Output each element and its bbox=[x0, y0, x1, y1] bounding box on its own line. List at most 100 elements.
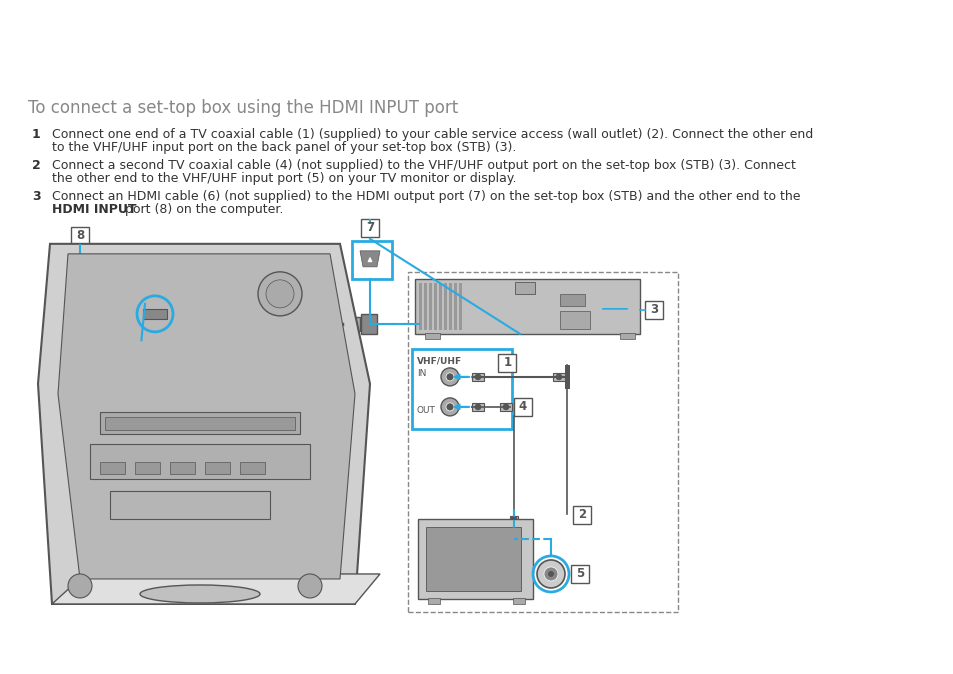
Bar bbox=[434, 283, 436, 330]
Polygon shape bbox=[52, 574, 379, 604]
Text: 8: 8 bbox=[76, 229, 84, 243]
Text: OUT: OUT bbox=[416, 406, 436, 415]
Text: 2: 2 bbox=[32, 159, 41, 172]
Bar bbox=[90, 444, 310, 479]
Bar bbox=[100, 462, 125, 474]
Circle shape bbox=[556, 374, 561, 380]
Bar bbox=[619, 333, 635, 339]
Bar bbox=[428, 598, 439, 604]
Text: 5: 5 bbox=[576, 568, 583, 580]
Bar bbox=[426, 527, 520, 591]
Bar bbox=[105, 417, 294, 430]
Bar bbox=[170, 462, 194, 474]
Polygon shape bbox=[359, 251, 379, 267]
Circle shape bbox=[446, 373, 454, 381]
Bar bbox=[564, 365, 569, 389]
Bar bbox=[352, 241, 392, 279]
Text: 3: 3 bbox=[649, 303, 658, 316]
Bar bbox=[415, 279, 639, 334]
Text: port (8) on the computer.: port (8) on the computer. bbox=[121, 203, 283, 216]
Ellipse shape bbox=[140, 585, 260, 603]
Bar bbox=[559, 311, 589, 329]
Text: Connect one end of a TV coaxial cable (1) (supplied) to your cable service acces: Connect one end of a TV coaxial cable (1… bbox=[52, 128, 812, 141]
Polygon shape bbox=[58, 254, 355, 579]
Text: VAIO: VAIO bbox=[18, 18, 115, 52]
Bar bbox=[510, 516, 517, 522]
Text: 1: 1 bbox=[503, 357, 511, 369]
Bar bbox=[443, 283, 447, 330]
Bar bbox=[499, 403, 512, 411]
Circle shape bbox=[543, 567, 558, 581]
Circle shape bbox=[53, 252, 157, 356]
Polygon shape bbox=[38, 244, 370, 604]
Bar bbox=[438, 283, 441, 330]
Bar bbox=[515, 282, 535, 294]
Text: 1: 1 bbox=[32, 128, 41, 141]
Circle shape bbox=[297, 574, 322, 598]
Text: 3: 3 bbox=[32, 190, 41, 203]
Circle shape bbox=[511, 516, 517, 522]
Circle shape bbox=[440, 398, 458, 416]
Bar bbox=[100, 412, 299, 434]
Circle shape bbox=[257, 272, 302, 316]
Text: INPUT: INPUT bbox=[91, 317, 118, 326]
Bar bbox=[135, 462, 160, 474]
Text: ►: ► bbox=[834, 12, 843, 26]
Text: To connect a set-top box using the HDMI INPUT port: To connect a set-top box using the HDMI … bbox=[28, 99, 457, 117]
Bar bbox=[360, 314, 376, 334]
Bar bbox=[412, 349, 512, 429]
Text: 4: 4 bbox=[518, 400, 527, 413]
Bar bbox=[143, 309, 167, 319]
Text: Connect an HDMI cable (6) (not supplied) to the HDMI output port (7) on the set-: Connect an HDMI cable (6) (not supplied)… bbox=[52, 190, 800, 203]
Circle shape bbox=[502, 404, 509, 410]
Bar bbox=[339, 317, 359, 331]
Bar bbox=[498, 354, 516, 372]
Text: to the VHF/UHF input port on the back panel of your set-top box (STB) (3).: to the VHF/UHF input port on the back pa… bbox=[52, 141, 516, 154]
Bar bbox=[429, 283, 432, 330]
Bar bbox=[458, 283, 461, 330]
Text: IN: IN bbox=[416, 369, 426, 378]
Bar bbox=[472, 373, 483, 381]
Text: VHF/UHF: VHF/UHF bbox=[416, 357, 461, 366]
Bar bbox=[234, 294, 253, 312]
Circle shape bbox=[537, 560, 564, 588]
Bar bbox=[573, 506, 590, 524]
Bar bbox=[514, 398, 532, 416]
Circle shape bbox=[446, 403, 454, 411]
Text: ◄: ◄ bbox=[809, 12, 820, 26]
Circle shape bbox=[547, 571, 554, 577]
Bar bbox=[472, 403, 483, 411]
Bar bbox=[190, 314, 206, 334]
Bar bbox=[240, 462, 265, 474]
Bar bbox=[449, 283, 452, 330]
Text: HDMI: HDMI bbox=[89, 307, 122, 317]
Bar bbox=[408, 272, 678, 612]
Circle shape bbox=[266, 280, 294, 308]
Circle shape bbox=[475, 374, 480, 380]
Text: 87: 87 bbox=[815, 11, 836, 26]
Circle shape bbox=[68, 574, 91, 598]
Text: 7: 7 bbox=[366, 221, 374, 235]
Text: Connect a second TV coaxial cable (4) (not supplied) to the VHF/UHF output port : Connect a second TV coaxial cable (4) (n… bbox=[52, 159, 795, 172]
Bar bbox=[423, 283, 427, 330]
Bar bbox=[424, 333, 439, 339]
Circle shape bbox=[440, 368, 458, 386]
Text: Using Your VAIO Computer: Using Your VAIO Computer bbox=[749, 42, 935, 55]
Bar bbox=[71, 227, 89, 245]
Bar bbox=[360, 219, 378, 237]
Bar bbox=[418, 283, 421, 330]
Bar bbox=[110, 491, 270, 519]
Bar bbox=[513, 598, 524, 604]
Bar bbox=[559, 294, 584, 306]
Circle shape bbox=[475, 404, 480, 410]
Bar bbox=[205, 462, 230, 474]
Bar bbox=[417, 519, 533, 599]
Bar bbox=[205, 317, 225, 331]
Text: 2: 2 bbox=[578, 508, 585, 522]
Text: the other end to the VHF/UHF input port (5) on your TV monitor or display.: the other end to the VHF/UHF input port … bbox=[52, 172, 516, 185]
Bar bbox=[553, 373, 564, 381]
Text: 6: 6 bbox=[239, 297, 248, 309]
Bar bbox=[454, 283, 456, 330]
Text: HDMI INPUT: HDMI INPUT bbox=[52, 203, 136, 216]
Bar bbox=[644, 301, 662, 319]
